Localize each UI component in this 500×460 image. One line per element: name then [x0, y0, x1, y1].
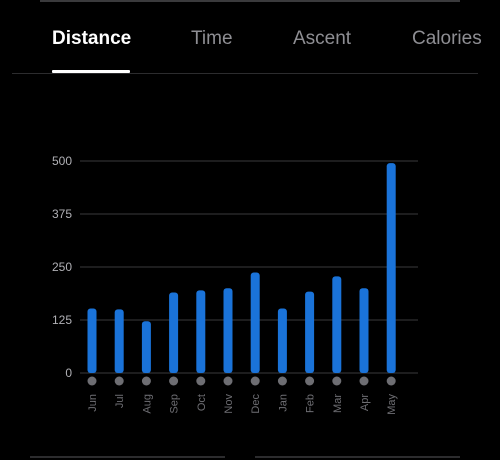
bar-jan[interactable] [277, 308, 287, 373]
x-tick-label: Jul [114, 394, 126, 408]
x-tick-label: Oct [196, 394, 208, 411]
chart-bars [87, 163, 396, 373]
month-dot-jun[interactable] [87, 376, 97, 386]
top-divider [40, 0, 460, 2]
tab-time[interactable]: Time [191, 28, 233, 49]
tab-ascent[interactable]: Ascent [293, 28, 352, 49]
x-tick-label: Jan [277, 394, 289, 412]
bar-apr[interactable] [359, 288, 369, 373]
bar-jun[interactable] [87, 308, 97, 373]
chart-gridlines [80, 160, 418, 374]
bottom-divider-left [30, 456, 225, 458]
y-axis-labels: 0 125 250 375 500 [52, 154, 72, 380]
y-tick-label: 125 [52, 313, 72, 327]
bar-mar[interactable] [332, 276, 342, 373]
month-dot-sep[interactable] [169, 376, 179, 386]
month-dot-oct[interactable] [196, 376, 206, 386]
x-tick-label: Sep [169, 394, 181, 414]
bar-dec[interactable] [250, 272, 260, 373]
bar-may[interactable] [386, 163, 396, 373]
x-tick-label: Aug [141, 394, 153, 414]
month-selector-dots [87, 376, 396, 386]
x-tick-label: Mar [332, 394, 344, 413]
y-tick-label: 0 [65, 366, 72, 380]
bar-sep[interactable] [169, 292, 179, 373]
bar-oct[interactable] [196, 290, 206, 373]
month-dot-jul[interactable] [114, 376, 124, 386]
tab-distance[interactable]: Distance [52, 28, 132, 49]
tab-calories[interactable]: Calories [412, 28, 482, 49]
bar-jul[interactable] [114, 309, 124, 373]
month-dot-nov[interactable] [223, 376, 233, 386]
x-axis-labels: Jun Jul Aug Sep Oct Nov Dec Jan Feb Mar Apr May [87, 394, 398, 415]
y-tick-label: 375 [52, 207, 72, 221]
month-dot-may[interactable] [386, 376, 396, 386]
x-tick-label: Apr [359, 394, 371, 411]
month-dot-dec[interactable] [250, 376, 260, 386]
bottom-divider-right [255, 456, 460, 458]
y-tick-label: 500 [52, 154, 72, 168]
month-dot-mar[interactable] [332, 376, 342, 386]
x-tick-label: May [386, 394, 398, 415]
bar-aug[interactable] [141, 321, 151, 373]
tab-bar-divider [12, 73, 478, 74]
month-dot-feb[interactable] [305, 376, 315, 386]
x-tick-label: Jun [87, 394, 99, 412]
metric-tab-bar: Distance Time Ascent Calories [0, 0, 500, 76]
bar-feb[interactable] [305, 291, 315, 373]
month-dot-aug[interactable] [141, 376, 151, 386]
active-tab-indicator [52, 70, 130, 73]
x-tick-label: Feb [305, 394, 317, 413]
bar-nov[interactable] [223, 288, 233, 373]
y-tick-label: 250 [52, 260, 72, 274]
x-tick-label: Nov [223, 394, 235, 414]
month-dot-apr[interactable] [359, 376, 369, 386]
month-dot-jan[interactable] [277, 376, 287, 386]
x-tick-label: Dec [250, 394, 262, 414]
